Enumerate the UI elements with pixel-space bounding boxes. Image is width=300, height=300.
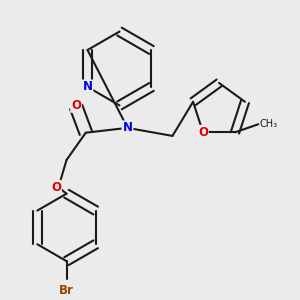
Text: N: N xyxy=(82,80,92,93)
Text: Br: Br xyxy=(59,284,74,297)
Text: O: O xyxy=(71,99,81,112)
Text: O: O xyxy=(198,126,208,139)
Text: N: N xyxy=(122,122,133,134)
Text: O: O xyxy=(51,181,61,194)
Text: CH₃: CH₃ xyxy=(260,119,278,129)
